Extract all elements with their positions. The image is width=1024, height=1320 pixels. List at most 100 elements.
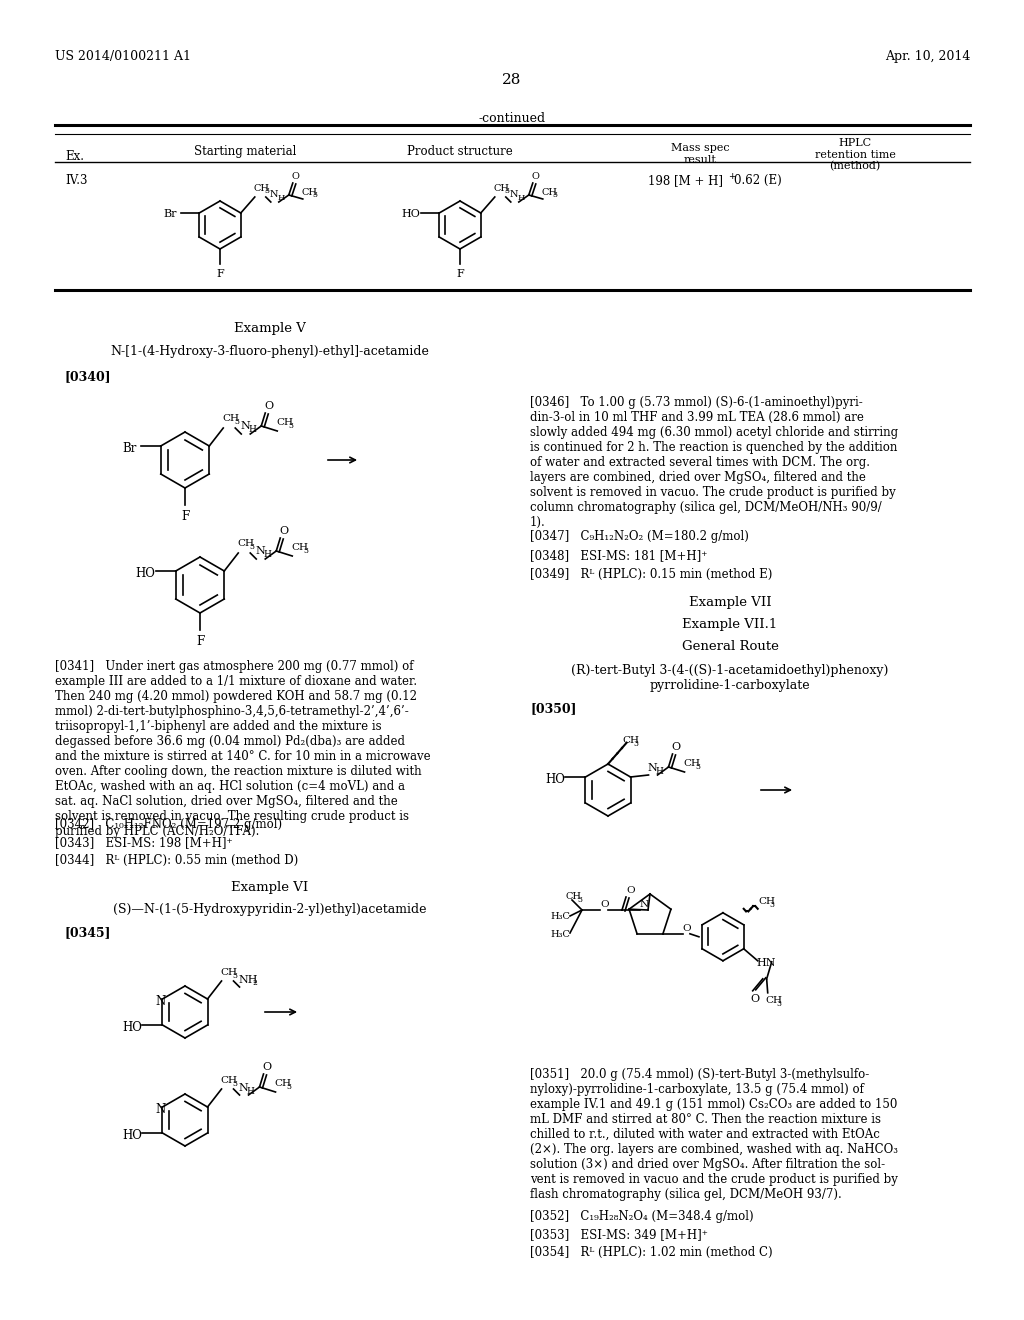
Text: CH: CH <box>254 183 269 193</box>
Text: F: F <box>456 269 464 279</box>
Text: CH: CH <box>222 414 240 422</box>
Text: IV.3: IV.3 <box>65 174 87 187</box>
Text: H₃C: H₃C <box>550 912 570 921</box>
Text: H: H <box>518 194 525 202</box>
Text: O: O <box>292 172 300 181</box>
Text: CH: CH <box>565 892 581 902</box>
Text: Apr. 10, 2014: Apr. 10, 2014 <box>885 50 970 63</box>
Text: N: N <box>239 1082 248 1093</box>
Text: CH: CH <box>683 759 700 768</box>
Text: 28: 28 <box>503 73 521 87</box>
Text: 3: 3 <box>777 999 781 1007</box>
Text: [0342]   C₁₀H₁₂FNO₂ (M=197.2 g/mol): [0342] C₁₀H₁₂FNO₂ (M=197.2 g/mol) <box>55 818 283 832</box>
Text: CH: CH <box>542 187 558 197</box>
Text: 3: 3 <box>312 191 317 199</box>
Text: 3: 3 <box>505 187 510 195</box>
Text: US 2014/0100211 A1: US 2014/0100211 A1 <box>55 50 191 63</box>
Text: N: N <box>510 190 518 199</box>
Text: 3: 3 <box>288 422 293 430</box>
Text: F: F <box>196 635 204 648</box>
Text: O: O <box>264 401 273 411</box>
Text: 3: 3 <box>770 900 775 908</box>
Text: +: + <box>728 172 735 181</box>
Text: [0350]: [0350] <box>530 702 577 715</box>
Text: -continued: -continued <box>478 112 546 125</box>
Text: O: O <box>280 525 289 536</box>
Text: CH: CH <box>274 1078 292 1088</box>
Text: O: O <box>262 1063 271 1072</box>
Text: NH: NH <box>239 975 258 985</box>
Text: F: F <box>181 510 189 523</box>
Text: N: N <box>640 900 649 909</box>
Text: (S)—N-(1-(5-Hydroxypyridin-2-yl)ethyl)acetamide: (S)—N-(1-(5-Hydroxypyridin-2-yl)ethyl)ac… <box>114 903 427 916</box>
Text: HO: HO <box>123 1129 142 1142</box>
Text: 0.62 (E): 0.62 (E) <box>734 174 781 187</box>
Text: N: N <box>269 190 279 199</box>
Text: [0349]   Rᴸ (HPLC): 0.15 min (method E): [0349] Rᴸ (HPLC): 0.15 min (method E) <box>530 568 772 581</box>
Text: N: N <box>647 763 657 774</box>
Text: H: H <box>248 425 256 434</box>
Text: [0341]   Under inert gas atmosphere 200 mg (0.77 mmol) of
example III are added : [0341] Under inert gas atmosphere 200 mg… <box>55 660 431 838</box>
Text: HO: HO <box>136 568 156 579</box>
Text: H: H <box>655 767 664 776</box>
Text: [0344]   Rᴸ (HPLC): 0.55 min (method D): [0344] Rᴸ (HPLC): 0.55 min (method D) <box>55 854 298 867</box>
Text: Example V: Example V <box>234 322 306 335</box>
Text: F: F <box>216 269 224 279</box>
Text: CH: CH <box>291 543 308 552</box>
Text: Starting material: Starting material <box>194 145 296 158</box>
Text: 198 [M + H]: 198 [M + H] <box>648 174 723 187</box>
Text: 3: 3 <box>232 972 238 979</box>
Text: CH: CH <box>494 183 510 193</box>
Text: [0346]   To 1.00 g (5.73 mmol) (S)-6-(1-aminoethyl)pyri-
din-3-ol in 10 ml THF a: [0346] To 1.00 g (5.73 mmol) (S)-6-(1-am… <box>530 396 898 529</box>
Text: [0354]   Rᴸ (HPLC): 1.02 min (method C): [0354] Rᴸ (HPLC): 1.02 min (method C) <box>530 1246 773 1259</box>
Text: N: N <box>156 995 166 1008</box>
Text: HO: HO <box>401 209 420 219</box>
Text: 3: 3 <box>234 418 240 426</box>
Text: O: O <box>751 994 760 1003</box>
Text: (R)-tert-Butyl 3-(4-((S)-1-acetamidoethyl)phenoxy)
pyrrolidine-1-carboxylate: (R)-tert-Butyl 3-(4-((S)-1-acetamidoethy… <box>571 664 889 692</box>
Text: Product structure: Product structure <box>408 145 513 158</box>
Text: O: O <box>682 924 690 933</box>
Text: CH: CH <box>302 187 317 197</box>
Text: O: O <box>626 886 635 895</box>
Text: 2: 2 <box>253 979 257 987</box>
Text: CH: CH <box>759 896 776 906</box>
Text: N: N <box>156 1104 166 1115</box>
Text: Ex.: Ex. <box>65 150 84 162</box>
Text: H: H <box>263 550 271 558</box>
Text: H₃C: H₃C <box>550 931 570 939</box>
Text: 3: 3 <box>265 187 269 195</box>
Text: [0353]   ESI-MS: 349 [M+H]⁺: [0353] ESI-MS: 349 [M+H]⁺ <box>530 1228 708 1241</box>
Text: 3: 3 <box>303 546 308 554</box>
Text: HO: HO <box>123 1020 142 1034</box>
Text: Example VII: Example VII <box>689 597 771 609</box>
Text: N-[1-(4-Hydroxy-3-fluoro-phenyl)-ethyl]-acetamide: N-[1-(4-Hydroxy-3-fluoro-phenyl)-ethyl]-… <box>111 345 429 358</box>
Text: Example VII.1: Example VII.1 <box>682 618 777 631</box>
Text: 3: 3 <box>577 896 582 904</box>
Text: 3: 3 <box>249 543 254 550</box>
Text: Mass spec
result: Mass spec result <box>671 143 729 165</box>
Text: 3: 3 <box>287 1082 292 1092</box>
Text: CH: CH <box>766 995 782 1005</box>
Text: Example VI: Example VI <box>231 880 308 894</box>
Text: [0340]: [0340] <box>65 370 112 383</box>
Text: N: N <box>255 546 265 556</box>
Text: O: O <box>672 742 681 752</box>
Text: O: O <box>600 900 608 909</box>
Text: Br: Br <box>163 209 177 219</box>
Text: 3: 3 <box>633 741 638 748</box>
Text: [0347]   C₉H₁₂N₂O₂ (M=180.2 g/mol): [0347] C₉H₁₂N₂O₂ (M=180.2 g/mol) <box>530 531 749 543</box>
Text: HN: HN <box>757 958 776 968</box>
Text: H: H <box>247 1086 254 1096</box>
Text: [0352]   C₁₉H₂₈N₂O₄ (M=348.4 g/mol): [0352] C₁₉H₂₈N₂O₄ (M=348.4 g/mol) <box>530 1210 754 1224</box>
Text: CH: CH <box>220 1076 238 1085</box>
Text: [0348]   ESI-MS: 181 [M+H]⁺: [0348] ESI-MS: 181 [M+H]⁺ <box>530 549 708 562</box>
Text: HO: HO <box>546 774 565 785</box>
Text: CH: CH <box>276 418 293 426</box>
Text: 3: 3 <box>695 763 700 771</box>
Text: 3: 3 <box>232 1080 238 1088</box>
Text: CH: CH <box>238 539 254 548</box>
Text: General Route: General Route <box>682 640 778 653</box>
Text: O: O <box>531 172 540 181</box>
Text: [0343]   ESI-MS: 198 [M+H]⁺: [0343] ESI-MS: 198 [M+H]⁺ <box>55 836 232 849</box>
